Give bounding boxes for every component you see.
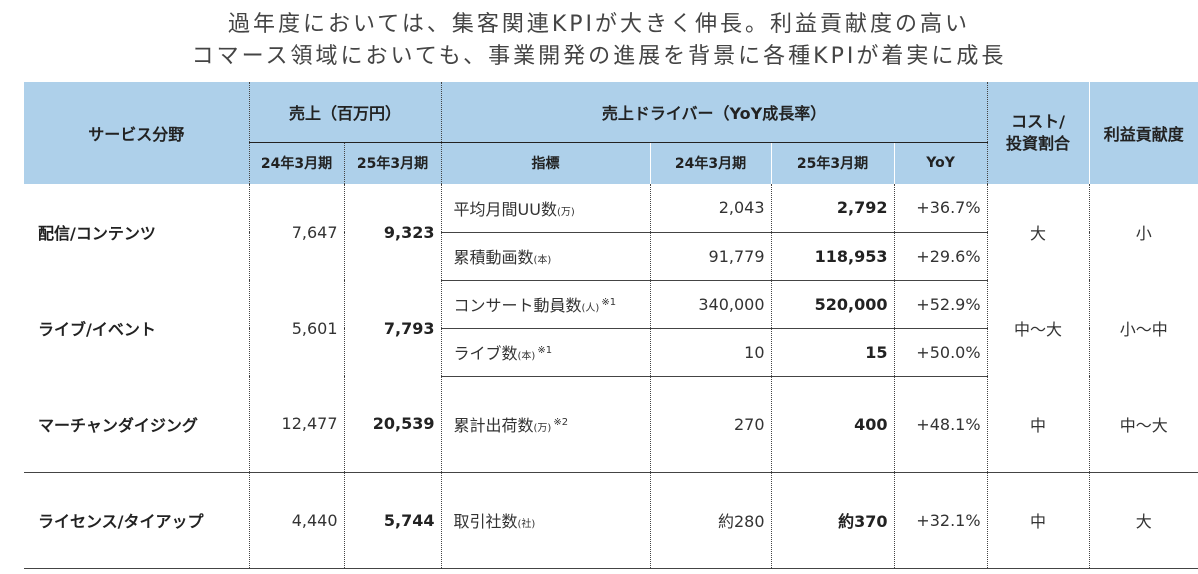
driver-fy24: 約280 bbox=[649, 472, 772, 569]
indicator-cell: 累計出荷数(万)※2 bbox=[440, 376, 651, 473]
header-sales-fy24: 24年3月期 bbox=[248, 141, 344, 184]
profit-contribution: 大 bbox=[1088, 472, 1198, 569]
indicator-unit: (万) bbox=[556, 206, 575, 218]
headline-line-1: 過年度においては、集客関連KPIが大きく伸長。利益貢献度の高い bbox=[227, 12, 971, 37]
driver-yoy: +52.9% bbox=[893, 280, 988, 329]
table-row: ライブ数(本)※1 10 15 +50.0% bbox=[24, 328, 1198, 377]
driver-fy24: 340,000 bbox=[649, 280, 772, 329]
header-yoy: YoY bbox=[893, 141, 988, 184]
service-name: マーチャンダイジング bbox=[24, 376, 249, 473]
driver-fy25: 520,000 bbox=[770, 280, 895, 329]
sales-fy25: 9,323 bbox=[343, 184, 442, 280]
header-sales-fy25: 25年3月期 bbox=[343, 141, 442, 184]
service-name: 配信/コンテンツ bbox=[38, 224, 156, 243]
driver-fy25: 2,792 bbox=[770, 184, 895, 233]
indicator-cell: 平均月間UU数(万) bbox=[440, 184, 651, 233]
indicator-cell: 取引社数(社) bbox=[440, 472, 651, 569]
table-row: 配信/コンテンツ 7,647 9,323 平均月間UU数(万) 2,043 2,792 +3… bbox=[24, 184, 1198, 280]
header-cost: コスト/投資割合 bbox=[986, 82, 1090, 184]
header-indicator: 指標 bbox=[440, 141, 651, 184]
cost-ratio: 中 bbox=[986, 376, 1090, 473]
driver-fy25: 15 bbox=[770, 328, 895, 377]
indicator-unit: (万) bbox=[533, 423, 552, 434]
table-row: ライセンス/タイアップ 4,440 5,744 取引社数(社) 約280 約370 +32.… bbox=[24, 472, 1198, 569]
indicator-label: 平均月間UU数 bbox=[453, 199, 557, 219]
header-driver-fy24: 24年3月期 bbox=[649, 141, 772, 184]
indicator-cell: ライブ数(本)※1 bbox=[440, 328, 651, 377]
driver-fy25: 約370 bbox=[770, 472, 895, 569]
header-driver-fy25: 25年3月期 bbox=[770, 141, 895, 184]
indicator-note: ※1 bbox=[537, 344, 553, 356]
profit-contribution: 中〜大 bbox=[1088, 376, 1198, 473]
indicator-label: 累計出荷数 bbox=[453, 416, 534, 435]
indicator-label: ライブ数 bbox=[453, 344, 518, 363]
driver-fy25: 400 bbox=[770, 376, 895, 473]
indicator-unit: (社) bbox=[517, 519, 536, 530]
driver-fy24: 10 bbox=[649, 328, 772, 377]
header-driver: 売上ドライバー（YoY成長率） bbox=[440, 82, 988, 142]
driver-fy25: 118,953 bbox=[770, 232, 895, 281]
sales-fy25: 7,793 bbox=[343, 280, 442, 376]
indicator-label: 累積動画数 bbox=[453, 248, 534, 267]
indicator-cell: 累積動画数(本) bbox=[440, 232, 651, 281]
indicator-unit: (本) bbox=[517, 351, 536, 362]
sales-fy24: 4,440 bbox=[248, 472, 344, 569]
table-row: マーチャンダイジング 12,477 20,539 累計出荷数(万)※2 270 400 +4… bbox=[24, 376, 1198, 473]
cost-ratio: 大 bbox=[986, 184, 1090, 280]
sales-fy24: 7,647 bbox=[248, 184, 344, 280]
indicator-note: ※2 bbox=[553, 416, 569, 428]
sales-fy24: 12,477 bbox=[248, 376, 344, 473]
table-row: 累積動画数(本) 91,779 118,953 +29.6% bbox=[24, 232, 1198, 281]
indicator-unit: (本) bbox=[533, 255, 552, 266]
driver-yoy: +36.7% bbox=[893, 184, 988, 233]
kpi-table: サービス分野 売上（百万円） 売上ドライバー（YoY成長率） コスト/投資割合 … bbox=[24, 82, 1198, 569]
indicator-note: ※1 bbox=[601, 296, 617, 308]
header-sales: 売上（百万円） bbox=[248, 82, 442, 142]
table-body: 配信/コンテンツ 7,647 9,323 平均月間UU数(万) 2,043 2,792 +3… bbox=[24, 184, 1198, 569]
cost-ratio: 中 bbox=[986, 472, 1090, 569]
driver-yoy: +29.6% bbox=[893, 232, 988, 281]
indicator-label: 取引社数 bbox=[453, 512, 518, 531]
profit-contribution: 小 bbox=[1088, 184, 1198, 280]
driver-fy24: 91,779 bbox=[649, 232, 772, 281]
headline-line-2: コマース領域においても、事業開発の進展を背景に各種KPIが着実に成長 bbox=[191, 44, 1007, 69]
header-profit: 利益貢献度 bbox=[1088, 82, 1198, 184]
indicator-cell: コンサート動員数(人)※1 bbox=[440, 280, 651, 329]
driver-fy24: 270 bbox=[649, 376, 772, 473]
cost-ratio: 中〜大 bbox=[986, 280, 1090, 376]
service-name: ライブ/イベント bbox=[38, 320, 156, 339]
header-cost-label: コスト/投資割合 bbox=[1006, 112, 1071, 153]
sales-fy24: 5,601 bbox=[248, 280, 344, 376]
table-row: ライブ/イベント 5,601 7,793 コンサート動員数(人)※1 340,000 52… bbox=[24, 280, 1198, 376]
driver-fy24: 2,043 bbox=[649, 184, 772, 233]
driver-yoy: +48.1% bbox=[893, 376, 988, 473]
header-service: サービス分野 bbox=[24, 82, 249, 184]
profit-contribution: 小〜中 bbox=[1088, 280, 1198, 376]
driver-yoy: +32.1% bbox=[893, 472, 988, 569]
indicator-unit: (人) bbox=[581, 303, 600, 314]
sales-fy25: 5,744 bbox=[343, 472, 442, 569]
sales-fy25: 20,539 bbox=[343, 376, 442, 473]
service-name: ライセンス/タイアップ bbox=[24, 472, 249, 569]
driver-yoy: +50.0% bbox=[893, 328, 988, 377]
indicator-label: コンサート動員数 bbox=[453, 296, 582, 315]
